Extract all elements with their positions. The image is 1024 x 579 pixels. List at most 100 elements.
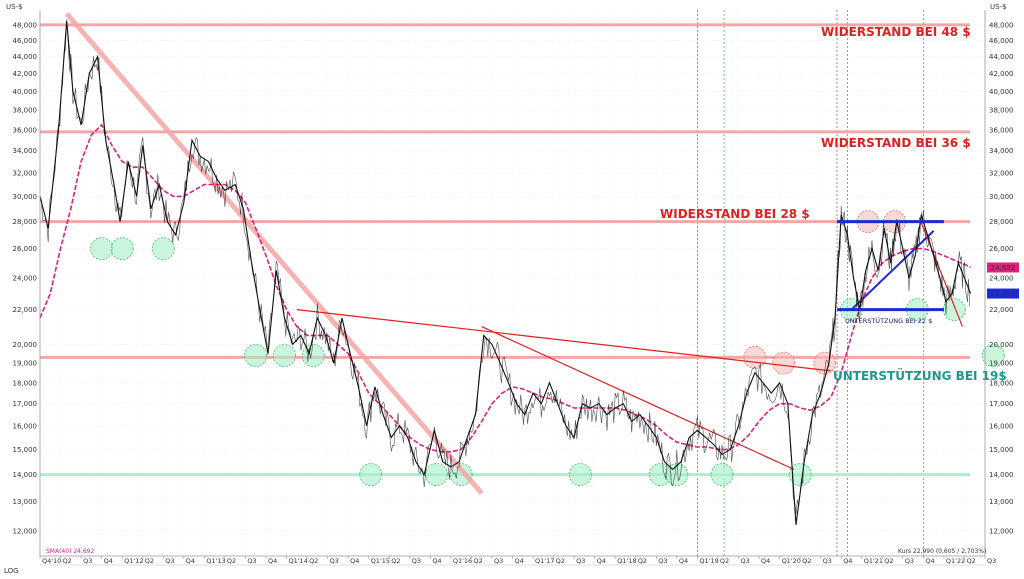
resistance-circle bbox=[772, 351, 796, 375]
y-tick-label-left: 32,000 bbox=[13, 169, 38, 177]
y-tick-label-left: 44,000 bbox=[13, 53, 38, 61]
support-circle bbox=[788, 463, 812, 486]
y-tick-label-left: 36,000 bbox=[13, 126, 38, 134]
x-tick-label: Q3 bbox=[330, 557, 339, 565]
y-tick-label-right: 46,000 bbox=[989, 37, 1014, 45]
x-tick-label: Q3 bbox=[905, 557, 914, 565]
currency-label-right: US-$ bbox=[990, 3, 1007, 11]
x-tick-label: Q1'16 bbox=[453, 557, 472, 565]
x-tick-label: Q4 bbox=[925, 557, 934, 565]
x-tick-label: Q1'22 bbox=[946, 557, 965, 565]
price-badge-label: 22,990 bbox=[991, 290, 1016, 298]
annotation-support-22: UNTERSTÜTZUNG BEI 22 $ bbox=[845, 316, 932, 325]
price-badge-label: 24,692 bbox=[991, 264, 1016, 272]
sma-series bbox=[39, 123, 971, 453]
x-tick-label: Q2 bbox=[966, 557, 975, 565]
channel-lines bbox=[837, 220, 944, 312]
trend-line bbox=[296, 309, 831, 372]
support-circle bbox=[425, 463, 448, 486]
x-tick-label: Q2 bbox=[473, 557, 482, 565]
trend-line bbox=[850, 230, 935, 311]
annotation-resistance-36: WIDERSTAND BEI 36 $ bbox=[821, 136, 971, 150]
x-tick-label: Q2 bbox=[391, 557, 400, 565]
x-tick-label: Q1'20 bbox=[782, 557, 801, 565]
price-badge bbox=[987, 262, 1019, 273]
annotation-support-19: UNTERSTÜTZUNG BEI 19$ bbox=[833, 368, 1007, 383]
y-tick-label-left: 28,000 bbox=[13, 218, 38, 226]
x-tick-label: Q4 bbox=[104, 557, 113, 565]
y-tick-label-left: 15,000 bbox=[13, 446, 38, 454]
x-tick-label: Q3 bbox=[823, 557, 832, 565]
x-tick-label: Q1'15 bbox=[371, 557, 390, 565]
price-bars bbox=[39, 19, 970, 514]
x-tick-label: Q2 bbox=[227, 557, 236, 565]
x-tick-label: Q3 bbox=[576, 557, 585, 565]
support-circle bbox=[301, 344, 325, 367]
support-circle bbox=[665, 463, 689, 486]
x-tick-label: Q1'21 bbox=[864, 557, 883, 565]
y-tick-label-left: 13,000 bbox=[13, 498, 38, 506]
right-badges: 24,692 22,990 bbox=[987, 262, 1019, 299]
y-tick-label-right: 36,000 bbox=[989, 126, 1014, 134]
y-tick-label-left: 17,000 bbox=[13, 400, 38, 408]
x-tick-label: Q3 bbox=[494, 557, 503, 565]
x-tick-label: Q4 bbox=[597, 557, 606, 565]
support-circle bbox=[151, 237, 175, 261]
y-tick-label-left: 14,000 bbox=[13, 471, 38, 479]
y-tick-label-left: 22,000 bbox=[13, 306, 38, 314]
trend-line bbox=[64, 12, 484, 495]
highlight-circles bbox=[90, 210, 1005, 486]
y-tick-label-right: 38,000 bbox=[989, 107, 1014, 115]
y-tick-label-left: 20,000 bbox=[13, 341, 38, 349]
price-line bbox=[39, 21, 972, 525]
x-tick-label: Q1'13 bbox=[206, 557, 225, 565]
y-tick-label-right: 15,000 bbox=[989, 446, 1014, 454]
y-tick-label-left: 18,000 bbox=[13, 379, 38, 387]
y-tick-label-left: 30,000 bbox=[13, 193, 38, 201]
annotation-resistance-28: WIDERSTAND BEI 28 $ bbox=[660, 207, 810, 221]
x-tick-label: Q2 bbox=[309, 557, 318, 565]
annotation-resistance-48: WIDERSTAND BEI 48 $ bbox=[821, 25, 971, 39]
y-tick-label-right: 28,000 bbox=[989, 218, 1014, 226]
y-tick-label-left: 40,000 bbox=[13, 88, 38, 96]
x-tick-label: Q2 bbox=[638, 557, 647, 565]
currency-label-left: US-$ bbox=[6, 3, 23, 11]
x-tick-label: Q3 bbox=[83, 557, 92, 565]
y-tick-label-right: 44,000 bbox=[989, 53, 1014, 61]
y-tick-label-left: 34,000 bbox=[13, 147, 38, 155]
y-tick-label-right: 42,000 bbox=[989, 70, 1014, 78]
y-tick-label-right: 17,000 bbox=[989, 400, 1014, 408]
x-tick-label: Q2 bbox=[556, 557, 565, 565]
y-tick-label-left: 24,000 bbox=[13, 274, 38, 282]
y-tick-label-right: 34,000 bbox=[989, 147, 1014, 155]
y-tick-label-left: 42,000 bbox=[13, 70, 38, 78]
x-tick-label: Q3 bbox=[412, 557, 421, 565]
support-circle bbox=[981, 344, 1005, 367]
x-tick-label: Q4 bbox=[350, 557, 359, 565]
y-tick-label-left: 48,000 bbox=[13, 21, 38, 29]
x-tick-label: Q4 bbox=[843, 557, 852, 565]
x-tick-label: Q2 bbox=[145, 557, 154, 565]
x-tick-label: Q3 bbox=[987, 557, 996, 565]
y-tick-label-left: 12,000 bbox=[13, 527, 38, 535]
x-tick-label: Q1'12 bbox=[124, 557, 143, 565]
support-circle bbox=[359, 463, 383, 486]
x-tick-label: Q3 bbox=[247, 557, 256, 565]
sma-legend: SMA(40) 24,692 bbox=[46, 548, 94, 555]
x-tick-label: Q4 bbox=[515, 557, 524, 565]
x-tick-label: Q2 bbox=[63, 557, 72, 565]
x-tick-label: Q1'19 bbox=[699, 557, 718, 565]
y-tick-label-left: 19,000 bbox=[13, 360, 38, 368]
resistance-circle bbox=[813, 351, 837, 375]
y-tick-label-right: 20,000 bbox=[989, 341, 1014, 349]
y-tick-label-right: 16,000 bbox=[989, 422, 1014, 430]
support-circle bbox=[568, 463, 592, 486]
y-tick-label-right: 22,000 bbox=[989, 306, 1014, 314]
y-tick-label-right: 30,000 bbox=[989, 193, 1014, 201]
x-tick-label: Q3 bbox=[165, 557, 174, 565]
y-tick-label-right: 26,000 bbox=[989, 245, 1014, 253]
sma-line bbox=[39, 123, 971, 453]
trend-lines bbox=[64, 12, 963, 495]
support-circle bbox=[942, 298, 966, 322]
